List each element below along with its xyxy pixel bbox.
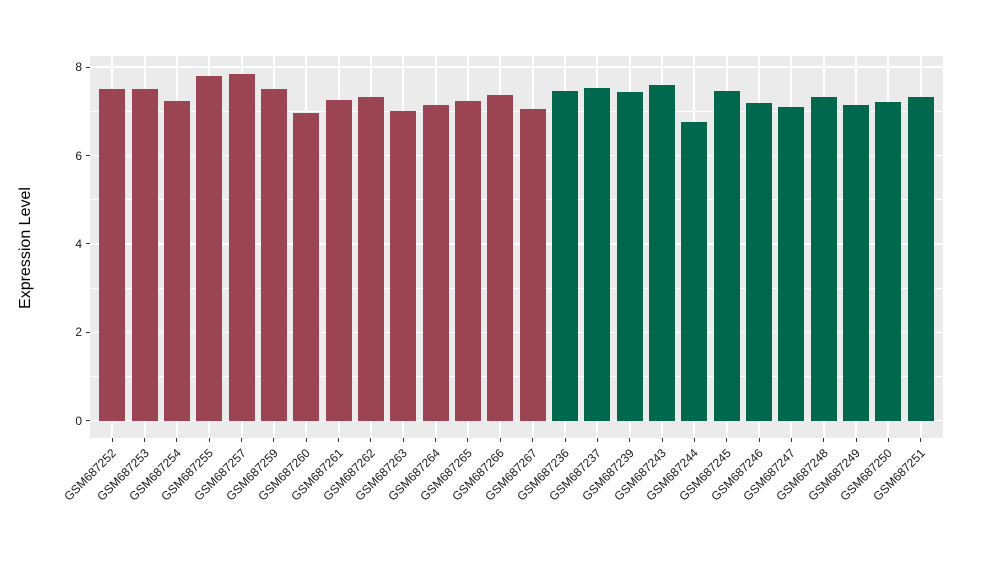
x-tick-mark [467, 438, 469, 442]
gridline-minor [90, 199, 943, 201]
x-tick-mark [435, 438, 437, 442]
x-tick-mark [596, 438, 598, 442]
y-tick-mark [86, 331, 90, 333]
gridline-major [90, 154, 943, 157]
bar-GSM687247 [778, 106, 805, 421]
y-tick-mark [86, 420, 90, 422]
gridline-minor [90, 111, 943, 112]
x-tick-mark [176, 438, 178, 442]
bar-GSM687239 [616, 92, 643, 421]
bar-GSM687267 [519, 108, 546, 421]
y-tick-mark [86, 243, 90, 245]
y-tick-label-2: 2 [75, 325, 82, 340]
y-axis-title: Expression Level [17, 187, 34, 309]
y-tick-label-0: 0 [75, 413, 82, 428]
bar-GSM687263 [390, 111, 417, 421]
x-tick-mark [629, 438, 631, 442]
gridline-minor [90, 376, 943, 377]
y-tick-label-6: 6 [75, 148, 82, 163]
x-tick-mark [887, 438, 889, 442]
x-tick-mark [111, 438, 113, 442]
x-tick-mark [305, 438, 307, 442]
x-tick-mark [370, 438, 372, 442]
y-tick-label-8: 8 [75, 60, 82, 75]
x-tick-mark [823, 438, 825, 442]
gridline-major [90, 331, 943, 333]
bar-GSM687252 [99, 89, 126, 421]
gridline-major [90, 419, 943, 422]
bar-GSM687249 [843, 104, 870, 421]
x-tick-mark [241, 438, 243, 442]
x-tick-mark [273, 438, 275, 442]
x-tick-mark [661, 438, 663, 442]
gridline-major [90, 66, 943, 68]
plot-panel [90, 56, 943, 438]
x-tick-mark [726, 438, 728, 442]
y-tick-mark [86, 66, 90, 68]
x-tick-mark [758, 438, 760, 442]
x-tick-mark [855, 438, 857, 442]
gridline-major [90, 243, 943, 245]
bar-GSM687237 [584, 88, 611, 421]
x-tick-mark [402, 438, 404, 442]
bar-GSM687266 [487, 95, 514, 421]
bar-GSM687255 [196, 76, 223, 421]
x-tick-mark [790, 438, 792, 442]
bar-GSM687246 [746, 103, 773, 421]
bar-GSM687254 [163, 101, 190, 421]
bar-GSM687236 [552, 90, 579, 421]
x-tick-mark [208, 438, 210, 442]
bar-GSM687245 [713, 91, 740, 421]
bar-GSM687250 [875, 101, 902, 421]
y-tick-mark [86, 155, 90, 157]
x-tick-mark [920, 438, 922, 442]
bar-GSM687264 [422, 105, 449, 421]
bar-GSM687261 [325, 99, 352, 421]
bar-GSM687257 [228, 74, 255, 421]
bar-GSM687260 [293, 113, 320, 421]
x-tick-mark [499, 438, 501, 442]
bar-GSM687248 [810, 97, 837, 421]
bar-GSM687251 [907, 96, 934, 421]
bar-GSM687262 [357, 96, 384, 421]
x-tick-mark [693, 438, 695, 442]
gridline-minor [90, 287, 943, 289]
bar-GSM687244 [681, 121, 708, 421]
y-tick-label-4: 4 [75, 236, 82, 251]
x-tick-mark [532, 438, 534, 442]
x-tick-mark [564, 438, 566, 442]
bar-GSM687243 [649, 84, 676, 421]
x-tick-mark [144, 438, 146, 442]
x-tick-mark [338, 438, 340, 442]
bar-GSM687265 [454, 100, 481, 421]
bar-GSM687259 [260, 88, 287, 421]
bar-GSM687253 [131, 89, 158, 421]
